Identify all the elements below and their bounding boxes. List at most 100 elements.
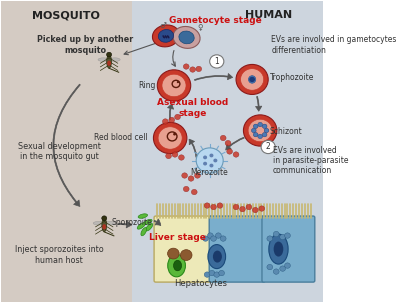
Circle shape bbox=[154, 122, 187, 154]
Text: Merozoite: Merozoite bbox=[190, 168, 228, 177]
Ellipse shape bbox=[143, 219, 152, 225]
Ellipse shape bbox=[174, 260, 182, 271]
Circle shape bbox=[203, 155, 207, 159]
Circle shape bbox=[178, 155, 184, 160]
Circle shape bbox=[217, 203, 223, 208]
Circle shape bbox=[208, 233, 213, 238]
Ellipse shape bbox=[137, 223, 145, 229]
Ellipse shape bbox=[213, 251, 222, 263]
Ellipse shape bbox=[141, 228, 147, 236]
Text: Hepatocytes: Hepatocytes bbox=[174, 279, 227, 288]
Circle shape bbox=[220, 135, 226, 141]
Circle shape bbox=[211, 236, 216, 241]
Circle shape bbox=[183, 186, 189, 192]
Text: Liver stage: Liver stage bbox=[149, 233, 206, 241]
Ellipse shape bbox=[173, 26, 200, 48]
Text: EVs are involved
in parasite-parasite
communication: EVs are involved in parasite-parasite co… bbox=[273, 146, 348, 175]
Text: EVs are involved in gametocytes
differentiation: EVs are involved in gametocytes differen… bbox=[272, 35, 397, 55]
Circle shape bbox=[157, 70, 191, 101]
Ellipse shape bbox=[165, 35, 167, 38]
Text: 1: 1 bbox=[214, 57, 219, 66]
Ellipse shape bbox=[107, 55, 112, 68]
Circle shape bbox=[225, 140, 231, 146]
Circle shape bbox=[175, 114, 180, 120]
Text: Asexual blood
stage: Asexual blood stage bbox=[157, 98, 228, 118]
Text: 2: 2 bbox=[266, 142, 270, 152]
Ellipse shape bbox=[248, 76, 256, 83]
Circle shape bbox=[158, 127, 182, 149]
Ellipse shape bbox=[168, 254, 186, 277]
Ellipse shape bbox=[269, 234, 288, 264]
Circle shape bbox=[267, 236, 273, 241]
Circle shape bbox=[191, 189, 197, 195]
Circle shape bbox=[203, 236, 208, 241]
Text: Trophozoite: Trophozoite bbox=[270, 73, 314, 82]
Ellipse shape bbox=[98, 58, 108, 62]
Circle shape bbox=[220, 236, 226, 241]
Text: Gametocyte stage: Gametocyte stage bbox=[168, 16, 261, 25]
Circle shape bbox=[240, 206, 245, 212]
Ellipse shape bbox=[208, 245, 226, 268]
Circle shape bbox=[252, 128, 256, 133]
Ellipse shape bbox=[167, 35, 170, 38]
Circle shape bbox=[273, 231, 279, 237]
Ellipse shape bbox=[138, 214, 148, 218]
Bar bbox=[1, 2, 132, 301]
Circle shape bbox=[204, 272, 210, 277]
Circle shape bbox=[211, 204, 216, 210]
Circle shape bbox=[180, 250, 192, 261]
Text: Schizont: Schizont bbox=[270, 128, 302, 136]
Text: Red blood cell: Red blood cell bbox=[94, 134, 148, 142]
Circle shape bbox=[194, 173, 200, 178]
Circle shape bbox=[188, 176, 194, 181]
Bar bbox=[132, 2, 323, 301]
Circle shape bbox=[204, 203, 210, 208]
Circle shape bbox=[249, 77, 255, 82]
Circle shape bbox=[284, 233, 290, 238]
Circle shape bbox=[264, 128, 269, 133]
Circle shape bbox=[196, 66, 202, 72]
Circle shape bbox=[244, 115, 277, 146]
Text: HUMAN: HUMAN bbox=[245, 10, 292, 20]
Circle shape bbox=[172, 152, 178, 157]
Circle shape bbox=[214, 272, 220, 277]
Ellipse shape bbox=[179, 31, 194, 44]
Circle shape bbox=[233, 152, 239, 157]
Circle shape bbox=[246, 204, 252, 210]
Text: Inject sporozoites into
human host: Inject sporozoites into human host bbox=[15, 245, 104, 265]
Circle shape bbox=[262, 132, 267, 137]
Circle shape bbox=[106, 52, 112, 57]
Circle shape bbox=[210, 154, 214, 157]
Circle shape bbox=[252, 207, 258, 213]
Ellipse shape bbox=[162, 35, 165, 38]
Text: MOSQUITO: MOSQUITO bbox=[32, 10, 100, 20]
Circle shape bbox=[209, 270, 215, 276]
Ellipse shape bbox=[102, 218, 107, 232]
Circle shape bbox=[233, 204, 239, 210]
Circle shape bbox=[258, 134, 262, 138]
Circle shape bbox=[216, 233, 221, 238]
Circle shape bbox=[213, 158, 217, 162]
Circle shape bbox=[102, 216, 107, 221]
FancyBboxPatch shape bbox=[209, 216, 265, 282]
Circle shape bbox=[162, 119, 168, 124]
Circle shape bbox=[267, 265, 273, 270]
Text: ♂: ♂ bbox=[160, 22, 167, 30]
Ellipse shape bbox=[146, 223, 153, 231]
Circle shape bbox=[168, 248, 179, 259]
Circle shape bbox=[280, 234, 286, 240]
Circle shape bbox=[190, 67, 196, 72]
Circle shape bbox=[236, 65, 268, 95]
FancyBboxPatch shape bbox=[262, 216, 315, 282]
Circle shape bbox=[210, 55, 224, 68]
Text: Ring: Ring bbox=[138, 81, 156, 90]
Circle shape bbox=[280, 266, 286, 271]
Circle shape bbox=[169, 117, 175, 123]
Circle shape bbox=[240, 69, 264, 90]
Circle shape bbox=[262, 124, 267, 128]
Ellipse shape bbox=[152, 25, 180, 47]
Circle shape bbox=[162, 74, 186, 97]
Circle shape bbox=[227, 149, 232, 154]
Text: ♀: ♀ bbox=[198, 23, 203, 32]
Ellipse shape bbox=[274, 241, 283, 257]
